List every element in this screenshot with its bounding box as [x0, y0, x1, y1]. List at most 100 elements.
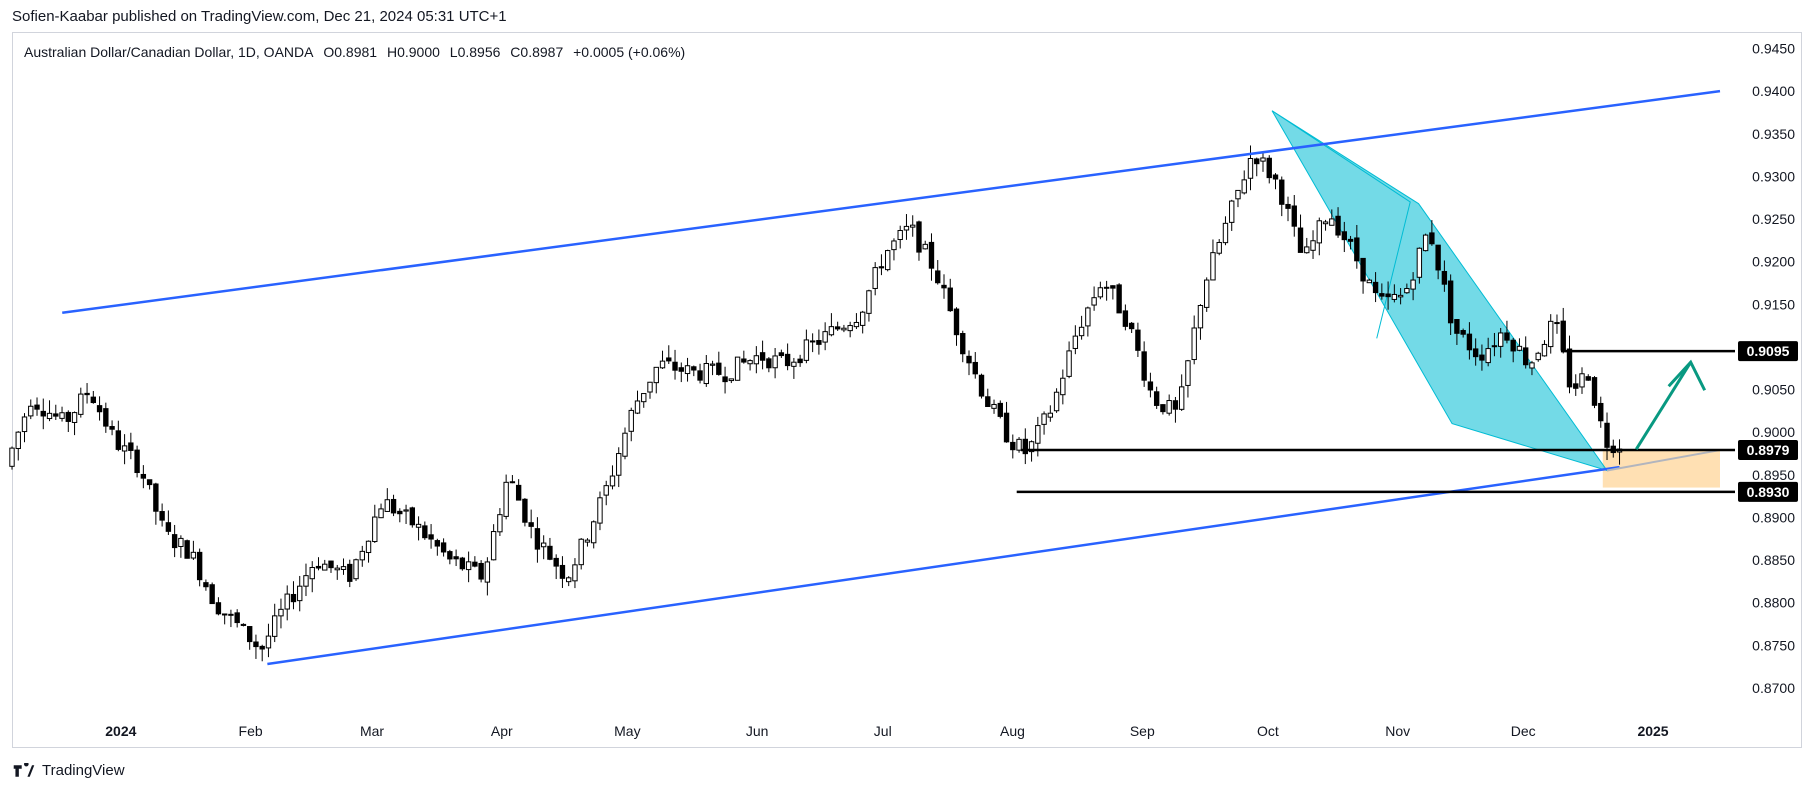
candle-down	[1341, 231, 1347, 241]
candle-up	[659, 360, 666, 369]
candle-down	[315, 565, 322, 569]
price-level-badge	[1738, 341, 1798, 362]
candle-down	[209, 584, 215, 605]
symbol-name: Australian Dollar/Canadian Dollar, 1D, O…	[24, 44, 314, 60]
price-level-label: 0.9095	[1747, 343, 1790, 359]
candle-up	[1166, 400, 1172, 414]
price-tick-label: 0.9350	[1752, 126, 1795, 142]
price-tick-label: 0.9050	[1752, 382, 1795, 398]
candle-down	[1147, 381, 1154, 391]
candle-down	[1110, 285, 1116, 289]
candle-up	[709, 363, 716, 366]
price-tick-label: 0.9200	[1752, 254, 1795, 270]
candle-up	[609, 475, 616, 487]
candle-up	[297, 585, 303, 602]
price-level-badge	[1738, 481, 1798, 502]
candle-down	[34, 404, 40, 410]
candle-up	[1310, 240, 1316, 251]
candle-down	[1573, 383, 1579, 389]
candle-down	[797, 358, 803, 364]
candle-up	[1216, 241, 1222, 254]
candle-down	[1385, 293, 1391, 298]
candle-down	[196, 551, 203, 581]
candle-down	[1447, 280, 1454, 324]
candle-up	[1178, 386, 1185, 410]
candle-down	[1254, 158, 1260, 165]
candle-up	[1247, 157, 1254, 179]
candle-down	[1460, 330, 1466, 335]
candle-down	[159, 511, 165, 521]
candle-up	[753, 355, 760, 365]
candle-down	[678, 367, 684, 372]
candle-down	[140, 473, 147, 479]
candle-down	[221, 613, 228, 616]
candle-down	[1604, 422, 1610, 448]
candle-up	[71, 412, 78, 423]
candle-down	[1379, 293, 1385, 297]
candle-up	[384, 499, 390, 512]
candle-down	[953, 308, 960, 336]
ohlc-open: O0.8981	[323, 44, 378, 60]
candle-up	[403, 509, 409, 512]
target-zone	[1602, 450, 1720, 488]
candle-up	[334, 567, 340, 571]
candle-up	[622, 432, 628, 457]
candle-down	[1022, 438, 1028, 455]
candle-up	[1035, 425, 1041, 444]
candle-down	[997, 402, 1003, 417]
candle-down	[434, 540, 441, 547]
candle-up	[822, 331, 828, 343]
candle-up	[21, 416, 28, 433]
price-tick-label: 0.9150	[1752, 296, 1795, 312]
candle-down	[1504, 332, 1510, 341]
candle-up	[178, 537, 184, 547]
candle-up	[59, 412, 65, 419]
candle-up	[303, 575, 309, 587]
candle-down	[1441, 271, 1448, 285]
candle-down	[666, 357, 672, 362]
time-tick-label: Dec	[1511, 723, 1536, 739]
candle-down	[1172, 400, 1179, 410]
candle-down	[203, 582, 209, 588]
candle-down	[1360, 257, 1366, 282]
candle-down	[722, 376, 728, 383]
candle-down	[409, 507, 416, 526]
time-tick-label: Mar	[360, 723, 384, 739]
candle-up	[584, 539, 591, 543]
candle-down	[1153, 391, 1160, 406]
candle-up	[1016, 438, 1022, 451]
candle-down	[478, 562, 484, 580]
candle-down	[1454, 319, 1460, 334]
candle-down	[472, 561, 478, 567]
candle-down	[422, 525, 428, 539]
candle-up	[1041, 413, 1047, 425]
candle-down	[741, 358, 747, 363]
candle-down	[1347, 238, 1354, 242]
ohlc-low: L0.8956	[449, 44, 501, 60]
candle-down	[1560, 320, 1566, 351]
candle-down	[1479, 354, 1485, 361]
level-labels: 0.9095 0.8979 0.8930	[1738, 341, 1798, 502]
candle-down	[691, 366, 697, 371]
candle-up	[1316, 220, 1322, 244]
candle-down	[253, 641, 259, 648]
symbol-info: Australian Dollar/Canadian Dollar, 1D, O…	[24, 44, 691, 60]
candle-down	[509, 481, 516, 484]
price-tick-label: 0.9250	[1752, 211, 1795, 227]
candle-up	[1078, 326, 1085, 337]
candle-down	[1266, 157, 1272, 179]
price-tick-label: 0.8950	[1752, 467, 1795, 483]
time-tick-label: Oct	[1257, 723, 1279, 739]
candle-up	[278, 608, 284, 617]
candle-down	[1466, 333, 1473, 351]
candle-up	[1529, 362, 1535, 369]
candle-down	[1291, 205, 1297, 227]
candle-down	[390, 498, 397, 514]
tradingview-brand[interactable]: TradingView	[12, 762, 125, 779]
candle-up	[566, 577, 572, 583]
candle-down	[1585, 376, 1591, 381]
candle-up	[9, 447, 15, 467]
candle-up	[272, 615, 278, 637]
candle-up	[1554, 322, 1560, 325]
